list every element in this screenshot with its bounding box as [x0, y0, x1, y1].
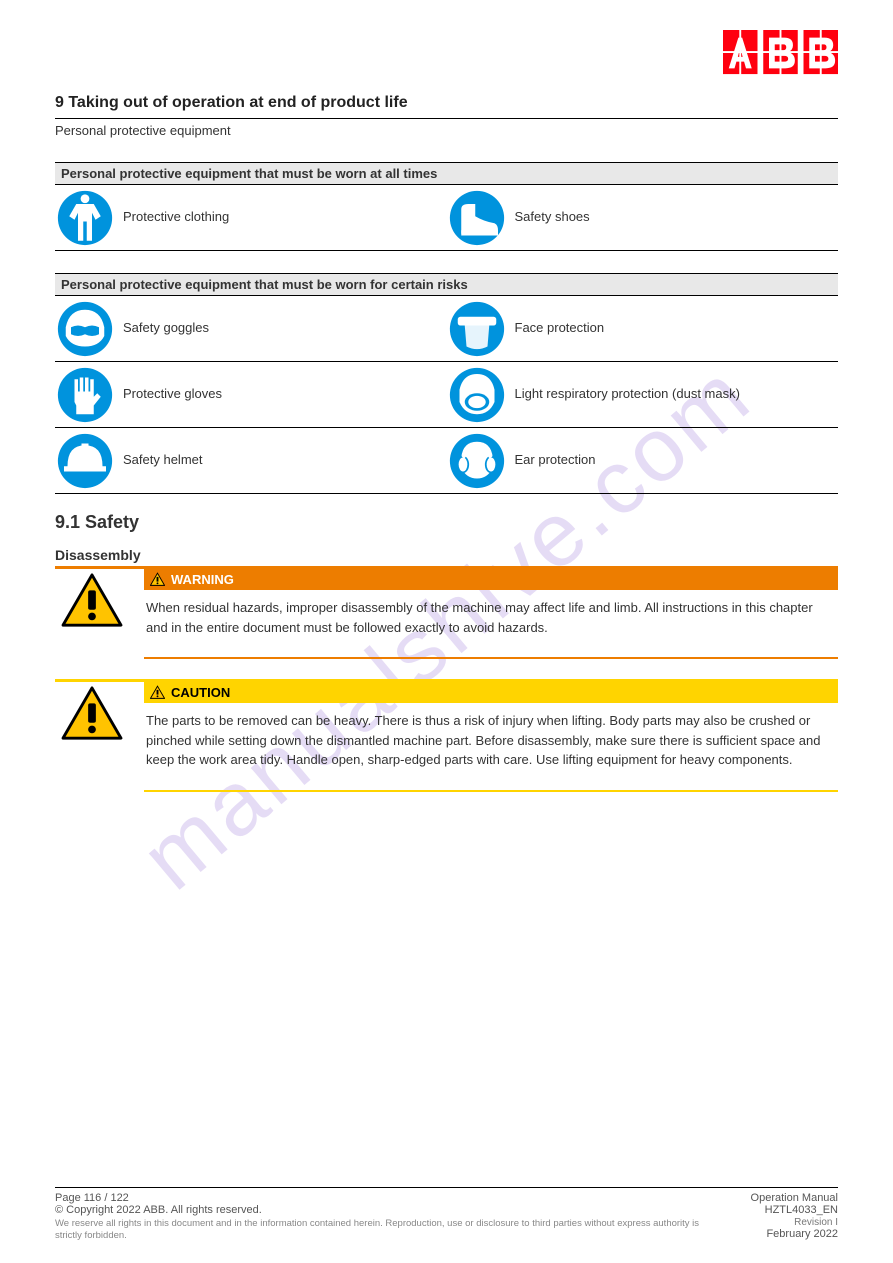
- ppe-item: Face protection: [447, 297, 839, 361]
- ppe-label: Safety goggles: [123, 320, 209, 337]
- ppe-row: Safety goggles Face protection: [55, 296, 838, 362]
- band-mandatory: Personal protective equipment that must …: [55, 162, 838, 185]
- caution-triangle-icon: [55, 682, 129, 792]
- ppe-item: Protective gloves: [55, 363, 447, 427]
- warning-block: WARNING When residual hazards, improper …: [55, 566, 838, 659]
- disclaimer: We reserve all rights in this document a…: [55, 1218, 726, 1241]
- caution-label: CAUTION: [171, 685, 230, 700]
- caution-block: CAUTION The parts to be removed can be h…: [55, 679, 838, 792]
- subtitle: Personal protective equipment: [55, 123, 838, 138]
- face-protection-icon: [449, 301, 505, 357]
- doc-date: February 2022: [726, 1228, 838, 1240]
- footer: Page 116 / 122 © Copyright 2022 ABB. All…: [55, 1187, 838, 1241]
- ppe-label: Face protection: [515, 320, 605, 337]
- ppe-item: Light respiratory protection (dust mask): [447, 363, 839, 427]
- safety-helmet-icon: [57, 433, 113, 489]
- heading-safety: 9.1 Safety: [55, 512, 838, 533]
- caution-header: CAUTION: [144, 682, 838, 703]
- heading-disassembly: Disassembly: [55, 547, 838, 563]
- warning-triangle-icon: [55, 569, 129, 659]
- doc-type: Operation Manual: [726, 1192, 838, 1204]
- ppe-label: Light respiratory protection (dust mask): [515, 386, 740, 403]
- warning-label: WARNING: [171, 572, 234, 587]
- mini-caution-icon: [150, 685, 165, 700]
- ppe-item: Safety shoes: [447, 186, 839, 250]
- ppe-label: Protective gloves: [123, 386, 222, 403]
- protective-gloves-icon: [57, 367, 113, 423]
- ppe-label: Safety helmet: [123, 452, 203, 469]
- protective-clothing-icon: [57, 190, 113, 246]
- ppe-label: Protective clothing: [123, 209, 229, 226]
- page-number: Page 116 / 122: [55, 1192, 726, 1204]
- ppe-row: Protective gloves Light respiratory prot…: [55, 362, 838, 428]
- ppe-label: Safety shoes: [515, 209, 590, 226]
- ppe-label: Ear protection: [515, 452, 596, 469]
- revision: Revision I: [794, 1217, 838, 1228]
- band-risk: Personal protective equipment that must …: [55, 273, 838, 296]
- warning-text: When residual hazards, improper disassem…: [144, 590, 838, 659]
- safety-goggles-icon: [57, 301, 113, 357]
- safety-shoes-icon: [449, 190, 505, 246]
- mini-warning-icon: [150, 572, 165, 587]
- ppe-item: Safety goggles: [55, 297, 447, 361]
- ppe-row: Safety helmet Ear protection: [55, 428, 838, 494]
- dust-mask-icon: [449, 367, 505, 423]
- header: [55, 30, 838, 76]
- ppe-item: Protective clothing: [55, 186, 447, 250]
- section-title: 9 Taking out of operation at end of prod…: [55, 94, 838, 119]
- ppe-item: Ear protection: [447, 429, 839, 493]
- ear-protection-icon: [449, 433, 505, 489]
- ppe-row: Protective clothing Safety shoes: [55, 185, 838, 251]
- copyright: © Copyright 2022 ABB. All rights reserve…: [55, 1204, 726, 1216]
- caution-text: The parts to be removed can be heavy. Th…: [144, 703, 838, 792]
- warning-header: WARNING: [144, 569, 838, 590]
- ppe-item: Safety helmet: [55, 429, 447, 493]
- doc-id: HZTL4033_EN: [765, 1204, 838, 1216]
- abb-logo: [723, 30, 838, 76]
